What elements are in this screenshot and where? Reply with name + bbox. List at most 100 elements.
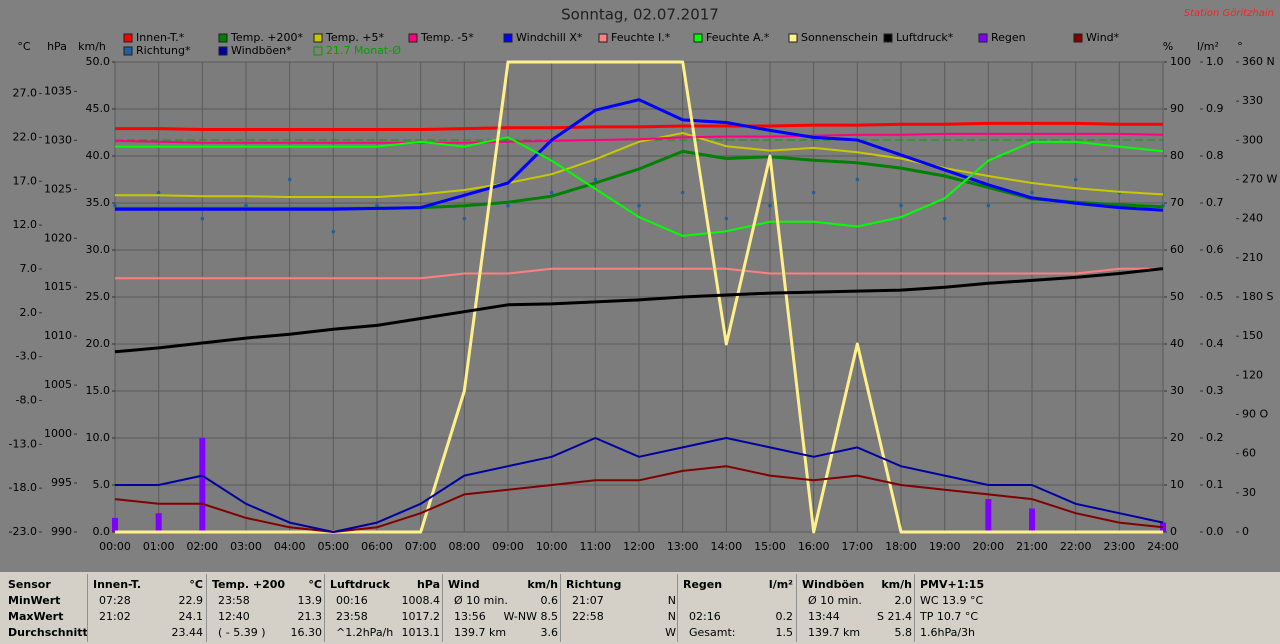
x-tick-label: 07:00 (405, 540, 437, 553)
column-unit: °C (308, 578, 322, 591)
x-tick-label: 15:00 (754, 540, 786, 553)
data-dot (811, 190, 816, 195)
series-line (114, 465, 1164, 533)
axis-unit: km/h (78, 40, 106, 53)
column-header: Wind (448, 578, 480, 591)
y-tick-label: 360 N (1242, 55, 1275, 68)
separator (206, 574, 207, 642)
y-tick-label: 2.0 (20, 306, 38, 319)
separator (560, 574, 561, 642)
separator (677, 574, 678, 642)
y-tick-label: 20.0 (86, 337, 111, 350)
stat-value: 2.0 (894, 594, 913, 607)
y-tick-label: 17.0 (13, 174, 38, 187)
column-header: Luftdruck (330, 578, 390, 591)
y-tick-label: 995 (51, 476, 72, 489)
legend-swatch (313, 33, 323, 43)
series-line (115, 60, 1163, 534)
data-dot (549, 190, 554, 195)
stat-value: 1017.2 (401, 610, 441, 623)
stat-cell: WC 13.9 °C (920, 594, 984, 607)
y-tick-label: 0.9 (1206, 102, 1224, 115)
data-dot (637, 203, 641, 208)
y-tick-label: 7.0 (20, 262, 38, 275)
y-tick-label: -8.0 (16, 393, 37, 406)
column-header: Windböen (802, 578, 865, 591)
stat-cell: 1.6hPa/3h (920, 626, 976, 639)
stat-value: 16.30 (290, 626, 323, 639)
axis-unit: l/m² (1197, 40, 1219, 53)
stat-value: 1013.1 (401, 626, 441, 639)
x-tick-label: 24:00 (1147, 540, 1179, 553)
data-dot (593, 177, 598, 182)
y-tick-label: -3.0 (16, 350, 37, 363)
x-tick-label: 01:00 (143, 540, 175, 553)
y-tick-label: 0 (1242, 525, 1249, 538)
column-header: Temp. +200 (212, 578, 286, 591)
x-tick-label: 21:00 (1016, 540, 1048, 553)
legend-swatch (598, 33, 608, 43)
legend-swatch (408, 33, 418, 43)
axis-unit: hPa (47, 40, 67, 53)
y-tick-label: 0.4 (1206, 337, 1224, 350)
y-tick-label: 10 (1170, 478, 1184, 491)
legend-swatch (123, 46, 133, 56)
y-tick-label: 150 (1242, 329, 1263, 342)
stat-value: 13.9 (297, 594, 323, 607)
bar (155, 513, 162, 532)
y-tick-label: 25.0 (86, 290, 111, 303)
series-line (115, 132, 1164, 198)
y-tick-label: 1025 (44, 182, 72, 195)
legend-swatch (218, 33, 228, 43)
stat-value: 0.6 (540, 594, 559, 607)
y-tick-label: 1015 (44, 280, 72, 293)
x-tick-label: 00:00 (99, 540, 131, 553)
legend-label: Windböen* (231, 44, 292, 57)
stat-cell: 13:56 (454, 610, 486, 623)
y-tick-label: -18.0 (9, 481, 37, 494)
separator (324, 574, 325, 642)
y-tick-label: 30 (1170, 384, 1184, 397)
x-tick-label: 20:00 (972, 540, 1004, 553)
legend-label: Wind* (1086, 31, 1120, 44)
series-line (115, 267, 1163, 280)
bar (985, 499, 992, 532)
data-dot (462, 216, 467, 221)
bar (1029, 508, 1035, 532)
x-tick-label: 17:00 (841, 540, 873, 553)
y-tick-label: 1000 (44, 427, 72, 440)
legend-label: Regen (991, 31, 1026, 44)
y-tick-label: 240 (1242, 212, 1263, 225)
data-dot (287, 177, 292, 182)
stat-value: 23.44 (171, 626, 204, 639)
stat-cell: ^1.2hPa/h (336, 626, 394, 639)
station-name: Station Göritzhain (1184, 8, 1274, 19)
x-tick-label: 05:00 (317, 540, 349, 553)
column-header: PMV+1:15 (920, 578, 985, 591)
column-unit: km/h (527, 578, 558, 591)
stat-cell: 139.7 km (454, 626, 507, 639)
legend-swatch (1073, 33, 1083, 43)
stat-cell: 23:58 (218, 594, 250, 607)
stat-value: S 21.4 (877, 610, 912, 623)
separator (442, 574, 443, 642)
legend-swatch (788, 33, 798, 43)
stat-cell: 21:07 (572, 594, 604, 607)
x-tick-label: 02:00 (186, 540, 218, 553)
y-tick-label: 35.0 (86, 196, 111, 209)
y-tick-label: 1010 (44, 329, 72, 342)
data-dot (942, 216, 947, 221)
stat-cell: Gesamt: (689, 626, 736, 639)
y-tick-label: 50.0 (86, 55, 111, 68)
series-line (114, 132, 1164, 144)
legend-label: Feuchte I.* (611, 31, 671, 44)
separator (796, 574, 797, 642)
data-dot (331, 229, 336, 234)
y-tick-label: 0.1 (1206, 478, 1224, 491)
data-dot (506, 203, 510, 208)
bar (199, 438, 206, 532)
data-dot (244, 203, 248, 208)
y-tick-label: 60 (1242, 447, 1256, 460)
stat-cell: 12:40 (218, 610, 250, 623)
